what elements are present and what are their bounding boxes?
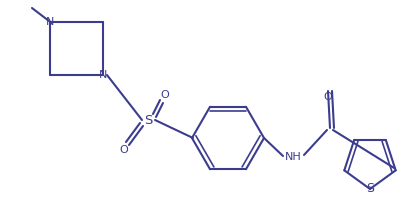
Text: NH: NH xyxy=(285,152,301,162)
Text: N: N xyxy=(46,17,54,27)
Text: S: S xyxy=(366,183,374,195)
Text: O: O xyxy=(324,92,332,102)
Text: O: O xyxy=(161,90,169,100)
Text: O: O xyxy=(120,145,128,155)
Text: N: N xyxy=(99,70,107,80)
Text: S: S xyxy=(144,113,152,127)
